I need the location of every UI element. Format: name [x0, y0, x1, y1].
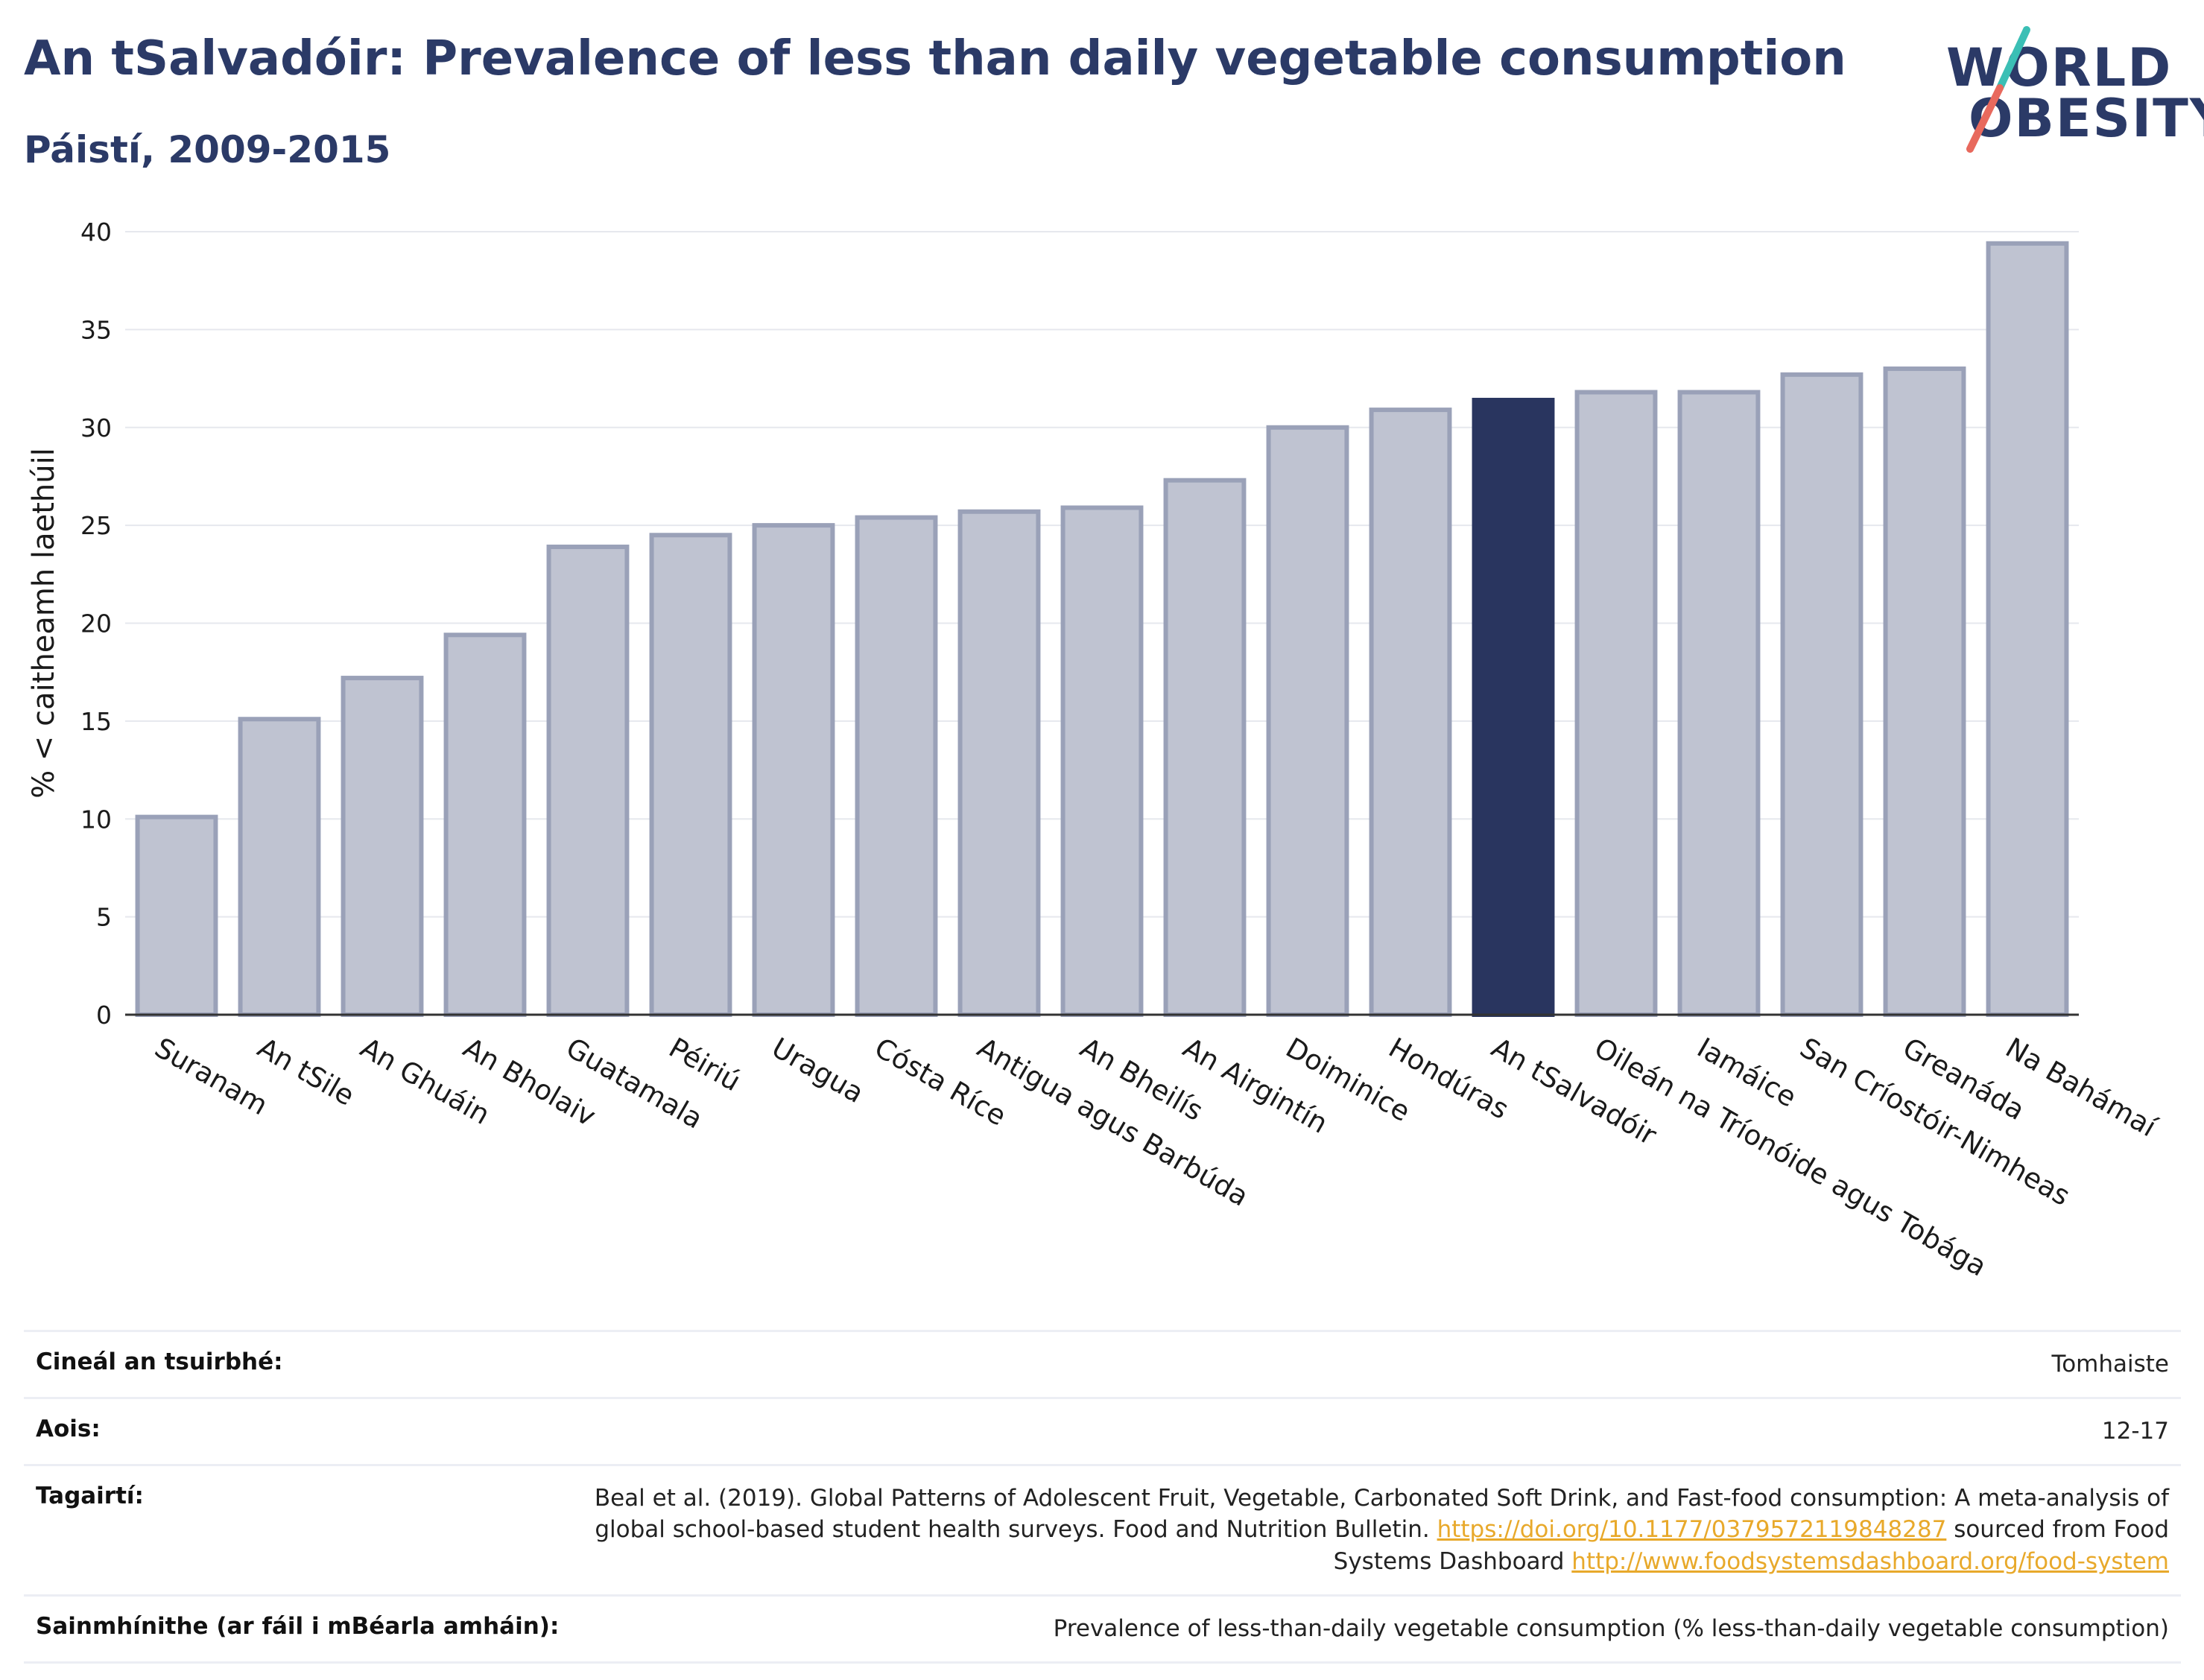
bar: [957, 509, 1041, 1017]
info-row-age: Aois: 12-17: [24, 1396, 2181, 1464]
y-tick-label: 0: [96, 1001, 112, 1030]
bar: [341, 676, 424, 1017]
info-key: Aois:: [36, 1415, 101, 1442]
logo-word-obesity: OBESITY: [1969, 88, 2204, 149]
chart-subtitle: Páistí, 2009-2015: [24, 128, 391, 171]
x-tick-label: Na Bahámaí: [2001, 1032, 2163, 1144]
bar: [752, 523, 835, 1017]
chart-title: An tSalvadóir: Prevalence of less than d…: [24, 31, 1846, 86]
bar: [546, 545, 630, 1017]
info-value: Tomhaiste: [2051, 1351, 2169, 1378]
y-tick-label: 35: [80, 315, 112, 344]
info-key: Sainmhínithe (ar fáil i mBéarla amháin):: [36, 1612, 560, 1640]
reference-citation: Beal et al. (2019). Global Patterns of A…: [594, 1484, 2169, 1544]
info-key: Tagairtí:: [36, 1482, 144, 1509]
bar: [1574, 390, 1658, 1017]
x-tick-label: Péiriú: [664, 1032, 747, 1098]
y-tick-label: 5: [96, 903, 112, 932]
bar: [1369, 408, 1452, 1017]
bar-highlight: [1472, 397, 1555, 1017]
bar: [1883, 366, 1966, 1017]
bar: [1060, 505, 1144, 1017]
bar: [443, 633, 527, 1017]
references-text: Beal et al. (2019). Global Patterns of A…: [589, 1483, 2169, 1578]
bar: [1266, 425, 1349, 1017]
bar: [649, 533, 732, 1017]
y-tick-label: 20: [80, 609, 112, 638]
info-table: Cineál an tsuirbhé: Tomhaiste Aois: 12-1…: [24, 1330, 2181, 1664]
bar: [1163, 478, 1247, 1017]
world-obesity-logo: WORLD OBESITY: [1937, 22, 2204, 156]
bar: [1986, 241, 2069, 1017]
dashboard-link[interactable]: http://www.foodsystemsdashboard.org/food…: [1571, 1548, 2169, 1576]
bar: [135, 814, 218, 1018]
y-tick-label: 25: [80, 511, 112, 540]
x-tick-label: Suranam: [150, 1032, 273, 1122]
info-row-survey-type: Cineál an tsuirbhé: Tomhaiste: [24, 1330, 2181, 1397]
y-tick-label: 40: [80, 218, 112, 247]
info-key: Cineál an tsuirbhé:: [36, 1348, 283, 1375]
logo-slash-icon: [1966, 26, 2030, 153]
logo-word-world: WORLD: [1946, 37, 2173, 98]
y-axis-ticks: 0 5 10 15 20 25 30 35 40: [80, 218, 112, 1030]
y-tick-label: 30: [80, 413, 112, 443]
bar: [855, 515, 938, 1017]
bar: [1677, 390, 1761, 1017]
info-value: Prevalence of less-than-daily vegetable …: [1053, 1614, 2169, 1642]
info-row-references: Tagairtí: Beal et al. (2019). Global Pat…: [24, 1463, 2181, 1594]
info-row-definitions: Sainmhínithe (ar fáil i mBéarla amháin):…: [24, 1594, 2181, 1664]
y-tick-label: 15: [80, 707, 112, 736]
bar: [1780, 372, 1863, 1017]
y-tick-label: 10: [80, 805, 112, 834]
doi-link[interactable]: https://doi.org/10.1177/0379572119848287: [1437, 1516, 1947, 1544]
reference-source: sourced from Food Systems Dashboard: [1333, 1516, 2169, 1576]
x-tick-label: Uragua: [767, 1032, 870, 1110]
bar: [238, 717, 321, 1017]
y-axis-label: % < caitheamh laethúil: [27, 448, 61, 799]
info-value: 12-17: [2101, 1417, 2169, 1445]
bars: [135, 241, 2069, 1018]
